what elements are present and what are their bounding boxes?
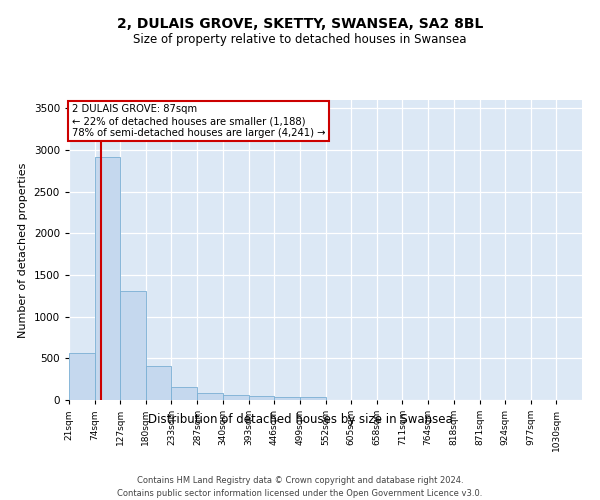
Bar [248,396,274,400]
Bar [120,291,146,400]
Bar [69,352,95,400]
Text: 2 DULAIS GROVE: 87sqm
← 22% of detached houses are smaller (1,188)
78% of semi-d: 2 DULAIS GROVE: 87sqm ← 22% of detached … [71,104,325,138]
Text: Contains HM Land Registry data © Crown copyright and database right 2024.: Contains HM Land Registry data © Crown c… [137,476,463,485]
Text: 2, DULAIS GROVE, SKETTY, SWANSEA, SA2 8BL: 2, DULAIS GROVE, SKETTY, SWANSEA, SA2 8B… [117,18,483,32]
Bar [146,366,172,400]
Text: Distribution of detached houses by size in Swansea: Distribution of detached houses by size … [148,412,452,426]
Bar [172,387,197,400]
Bar [300,397,325,400]
Text: Size of property relative to detached houses in Swansea: Size of property relative to detached ho… [133,32,467,46]
Y-axis label: Number of detached properties: Number of detached properties [18,162,28,338]
Text: Contains public sector information licensed under the Open Government Licence v3: Contains public sector information licen… [118,489,482,498]
Bar [197,394,223,400]
Bar [95,156,120,400]
Bar [274,396,300,400]
Bar [223,396,248,400]
